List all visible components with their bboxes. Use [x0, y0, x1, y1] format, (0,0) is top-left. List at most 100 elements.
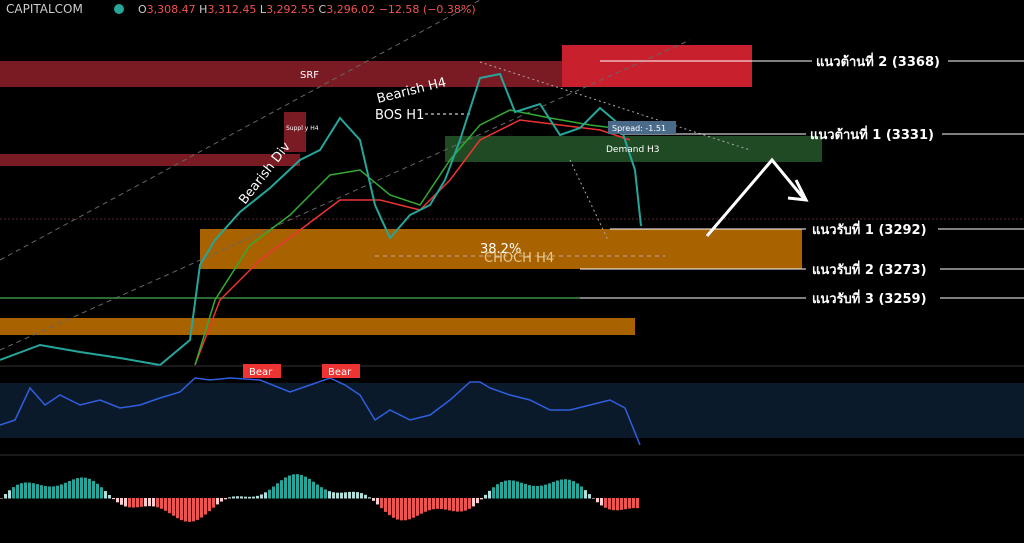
status-dot [114, 4, 124, 14]
arrow [705, 157, 807, 237]
histogram-bar [148, 498, 151, 507]
histogram-bar [500, 481, 503, 499]
histogram-bar [540, 485, 543, 499]
histogram-bar [0, 498, 3, 499]
histogram-bar [256, 495, 259, 499]
histogram-bar [264, 492, 267, 499]
histogram-bar [228, 497, 231, 499]
ohlc: O3,308.47 H3,312.45 L3,292.55 C3,296.02 … [138, 3, 476, 16]
histogram-bar [176, 498, 179, 519]
histogram-bar [488, 490, 491, 499]
bear-label: Bear [328, 367, 352, 378]
demand-zone [445, 136, 822, 162]
histogram-bar [632, 498, 635, 509]
histogram-bar [448, 498, 451, 511]
histogram-bar [408, 498, 411, 520]
histogram-bar [452, 498, 455, 512]
histogram-bar [588, 494, 591, 499]
trend-line [479, 61, 751, 151]
histogram-bar [196, 498, 199, 520]
histogram-bar [556, 480, 559, 499]
ohlc-key: O [138, 3, 147, 16]
histogram-bar [88, 478, 91, 499]
histogram-bar [20, 483, 23, 499]
histogram-bar [344, 492, 347, 499]
histogram-bar [248, 496, 251, 499]
histogram-bar [420, 498, 423, 514]
histogram-bar [332, 492, 335, 499]
histogram-bar [60, 484, 63, 499]
histogram-bar [260, 494, 263, 499]
histogram-bar [304, 476, 307, 499]
histogram-bar [412, 498, 415, 518]
histogram-bar [480, 498, 483, 500]
level-label: แนวต้านที่ 2 (3368) [816, 52, 940, 70]
bear-badge [322, 364, 360, 378]
histogram-bar [156, 498, 159, 508]
histogram-bar [68, 481, 71, 499]
annotation: CHOCH H4 [484, 251, 554, 266]
histogram-bar [72, 479, 75, 499]
histogram-bar [216, 498, 219, 505]
histogram-bar [92, 480, 95, 499]
histogram-bar [328, 491, 331, 499]
histogram-bar [108, 494, 111, 499]
histogram-bar [80, 477, 83, 499]
histogram-bar [128, 498, 131, 508]
trend-line [569, 159, 609, 241]
spread: Spread: -1.51 [612, 124, 666, 133]
histogram-bar [184, 498, 187, 522]
histogram-bar [308, 478, 311, 499]
histogram-bar [204, 498, 207, 515]
histogram-bar [64, 482, 67, 499]
histogram-bar [316, 484, 319, 499]
histogram-bar [548, 483, 551, 499]
zone-label: Demand H3 [606, 145, 660, 155]
ohlc-value: 3,296.02 [326, 3, 378, 16]
histogram-bar [568, 479, 571, 499]
histogram-bar [140, 498, 143, 507]
channel-line [0, 0, 481, 261]
histogram-bar [120, 498, 123, 505]
zone-label: Suppl y H4 [286, 125, 319, 132]
level-label: แนวต้านที่ 1 (3331) [810, 125, 934, 143]
histogram-bar [492, 487, 495, 499]
histogram-bar [384, 498, 387, 512]
histogram-bar [292, 474, 295, 499]
histogram-bar [4, 493, 7, 499]
histogram-bar [272, 486, 275, 499]
histogram-bar [48, 486, 51, 499]
histogram-bar [508, 480, 511, 499]
histogram-bar [296, 474, 299, 499]
histogram-bar [104, 491, 107, 499]
histogram-bar [284, 477, 287, 499]
level-label: แนวรับที่ 3 (3259) [812, 289, 927, 307]
histogram-bar [444, 498, 447, 510]
histogram-bar [44, 486, 47, 499]
histogram-bar [564, 479, 567, 499]
histogram-bar [200, 498, 203, 518]
histogram-bar [160, 498, 163, 509]
histogram-bar [152, 498, 155, 507]
histogram-bar [288, 475, 291, 499]
histogram-bar [376, 498, 379, 505]
histogram-bar [484, 494, 487, 499]
arrow [787, 179, 809, 202]
histogram-bar [404, 498, 407, 521]
histogram-bar [8, 490, 11, 499]
histogram-bar [220, 498, 223, 502]
ema-line [194, 109, 631, 366]
channel-line [0, 39, 691, 351]
histogram-bar [436, 498, 439, 509]
histogram-bar [468, 498, 471, 509]
ohlc-value: 3,308.47 [147, 3, 199, 16]
histogram-bar [28, 482, 31, 499]
rsi-line [0, 377, 641, 446]
histogram-bar [524, 484, 527, 499]
supply-zone [0, 154, 300, 166]
histogram-bar [180, 498, 183, 521]
histogram-bar [532, 485, 535, 499]
histogram-bar [360, 493, 363, 499]
ohlc-text: O3,308.47 H3,312.45 L3,292.55 C3,296.02 … [138, 3, 476, 16]
